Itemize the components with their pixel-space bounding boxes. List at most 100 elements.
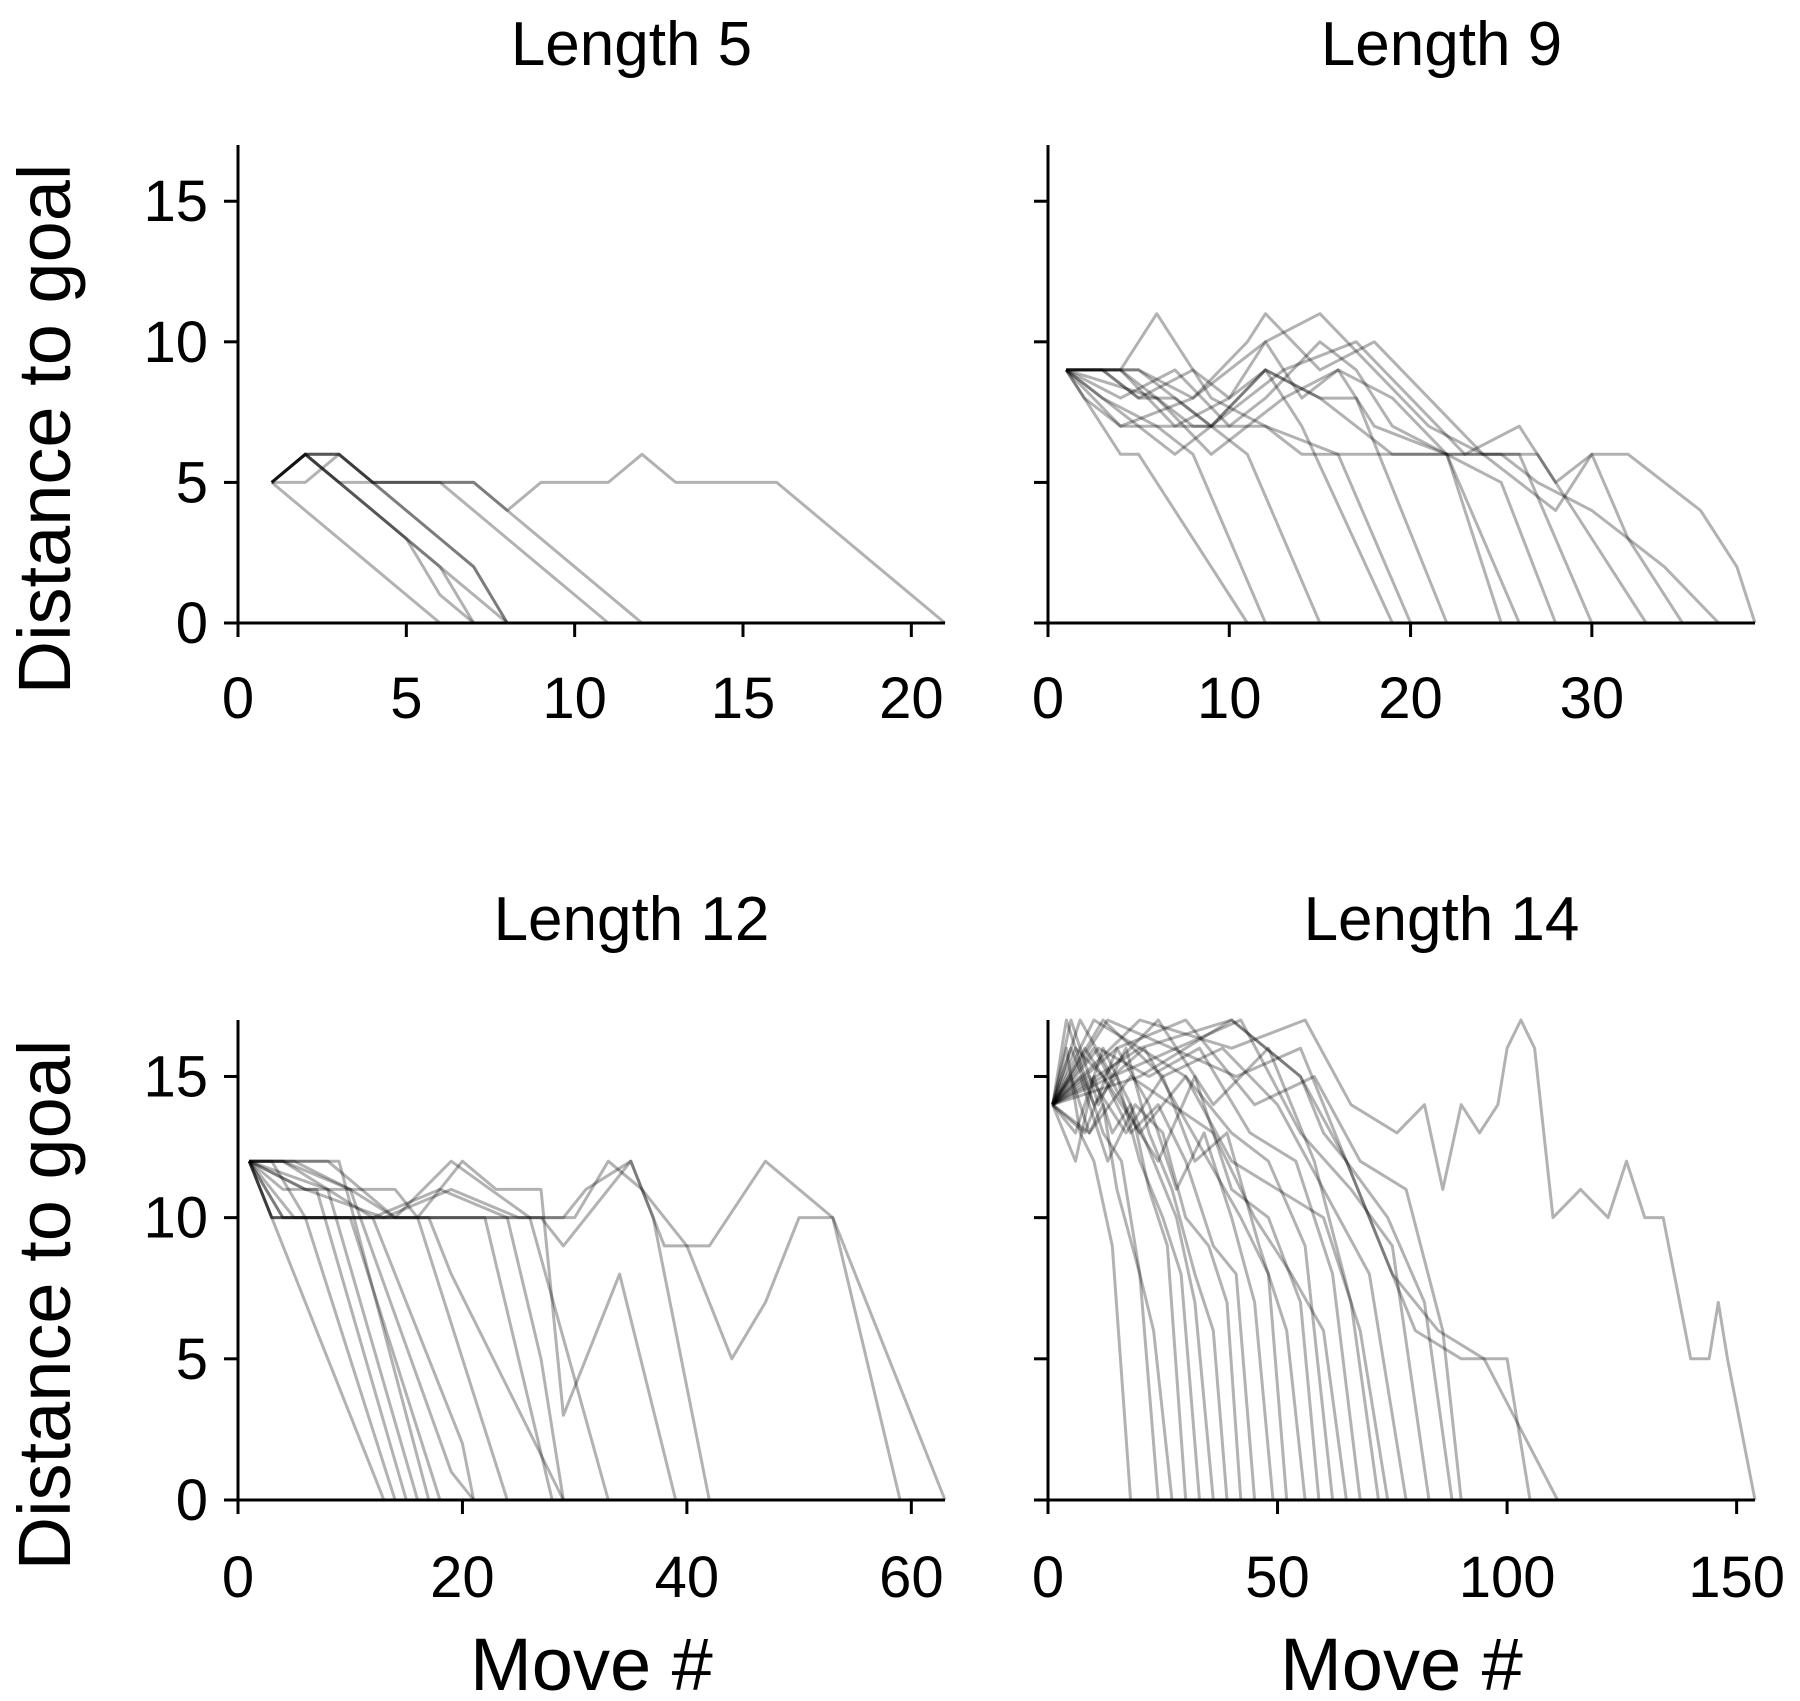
series-line-3-9: [248, 1159, 509, 1501]
series-line-3-6: [247, 1160, 442, 1501]
x-tick-label: 0: [222, 1545, 254, 1610]
series-line-3-16: [248, 1159, 902, 1501]
series-line-1-8: [270, 452, 643, 625]
series-line-2-7: [1065, 368, 1521, 624]
series-line-2-1: [1064, 369, 1249, 624]
x-tick-label: 0: [1032, 666, 1064, 731]
series-line-3-1: [247, 1160, 386, 1501]
series-line-4-9: [1051, 1046, 1257, 1501]
panel-title: Length 9: [1321, 10, 1562, 79]
series-line-4-10: [1051, 1046, 1275, 1501]
series-line-3-14: [247, 1159, 678, 1501]
series-line-2-13: [1065, 368, 1720, 625]
x-tick-label: 30: [1560, 666, 1625, 731]
series-line-3-13: [249, 1159, 610, 1501]
series-line-4-22: [1051, 1018, 1463, 1501]
series-line-4-19: [1051, 1018, 1408, 1501]
x-tick-label: 0: [1032, 1545, 1064, 1610]
series-line-2-10: [1066, 312, 1594, 624]
series-line-4-2: [1051, 1075, 1160, 1501]
series-line-3-2: [249, 1159, 397, 1501]
series-line-2-3: [1065, 368, 1322, 624]
series-line-4-18: [1051, 1046, 1390, 1501]
series-line-2-4: [1066, 368, 1394, 624]
x-tick-label: 10: [1197, 666, 1262, 731]
y-tick-label: 10: [143, 310, 208, 375]
x-tick-label: 150: [1688, 1545, 1785, 1610]
series-line-4-13: [1051, 1046, 1321, 1501]
series-line-4-21: [1051, 1018, 1454, 1501]
panel-title: Length 12: [494, 885, 770, 954]
series-line-2-14: [1066, 368, 1757, 624]
chart-panel-4: 0 50 100 150 Length 14 Move #: [1032, 885, 1785, 1701]
series-line-2-11: [1065, 312, 1648, 624]
series-line-4-3: [1051, 1018, 1174, 1501]
series-line-1-3: [270, 452, 475, 625]
x-tick-label: 20: [430, 1545, 495, 1610]
y-tick-label: 15: [143, 169, 208, 234]
panel-title: Length 14: [1304, 885, 1580, 954]
y-tick-label: 0: [176, 591, 208, 656]
series-line-3-17: [248, 1159, 947, 1501]
x-tick-label: 10: [542, 666, 607, 731]
series-line-4-7: [1051, 1018, 1229, 1501]
x-axis-label: Move #: [1280, 1623, 1523, 1701]
series-line-4-23: [1052, 1018, 1532, 1501]
x-tick-label: 20: [1378, 666, 1443, 731]
series-line-4-5: [1051, 1046, 1201, 1501]
x-tick-label: 20: [879, 666, 944, 731]
series-line-3-8: [247, 1160, 476, 1501]
chart-panel-2: 0 10 20 30 Length 9: [1032, 10, 1757, 731]
series-line-3-15: [248, 1159, 711, 1501]
x-axis-label: Move #: [470, 1623, 713, 1701]
series-line-1-4: [271, 452, 509, 624]
x-tick-label: 0: [222, 666, 254, 731]
series-line-2-8: [1066, 340, 1503, 624]
panel-title: Length 5: [511, 10, 752, 79]
series-line-3-10: [247, 1160, 565, 1501]
series-line-4-12: [1051, 1075, 1307, 1501]
y-tick-label: 5: [176, 1327, 208, 1392]
x-tick-label: 60: [879, 1545, 944, 1610]
series-line-4-11: [1051, 1018, 1289, 1501]
series-line-1-2: [270, 452, 475, 624]
series-line-4-14: [1051, 1018, 1335, 1501]
series-line-3-5: [249, 1159, 431, 1501]
series-line-2-5: [1066, 312, 1412, 624]
series-line-4-1: [1051, 1046, 1133, 1501]
chart-panel-1: 0 5 10 15 20 0 5 10 15 Length 5 Distance to goal: [3, 10, 946, 731]
series-line-1-9: [270, 452, 946, 625]
y-tick-label: 0: [176, 1468, 208, 1533]
series-line-4-4: [1051, 1075, 1188, 1501]
y-tick-label: 15: [143, 1044, 208, 1109]
series-line-2-2: [1064, 369, 1267, 624]
y-axis-label: Distance to goal: [3, 1040, 86, 1571]
series-line-4-6: [1051, 1046, 1215, 1501]
y-tick-label: 10: [143, 1186, 208, 1251]
series-line-2-6: [1066, 368, 1449, 624]
series-line-3-7: [249, 1159, 475, 1501]
series-line-3-12: [247, 1160, 565, 1501]
series-line-4-17: [1051, 1018, 1380, 1501]
x-tick-label: 40: [655, 1545, 720, 1610]
series-line-3-4: [249, 1159, 420, 1501]
series-line-4-25: [1051, 1018, 1757, 1501]
series-line-4-20: [1051, 1018, 1431, 1501]
y-axis-label: Distance to goal: [3, 164, 86, 695]
series-line-3-11: [249, 1159, 554, 1501]
series-line-1-5: [270, 452, 509, 625]
series-line-4-8: [1051, 1075, 1243, 1501]
series-line-4-16: [1051, 1046, 1362, 1501]
series-line-2-12: [1066, 340, 1684, 624]
series-line-2-9: [1065, 340, 1557, 624]
x-tick-label: 100: [1459, 1545, 1556, 1610]
series-line-4-24: [1051, 1018, 1559, 1501]
series-line-3-3: [248, 1160, 408, 1501]
series-line-1-6: [270, 452, 509, 624]
series-line-4-15: [1051, 1075, 1348, 1501]
x-tick-label: 15: [711, 666, 776, 731]
x-tick-label: 5: [390, 666, 422, 731]
series-line-1-7: [270, 452, 610, 625]
x-tick-label: 50: [1245, 1545, 1310, 1610]
